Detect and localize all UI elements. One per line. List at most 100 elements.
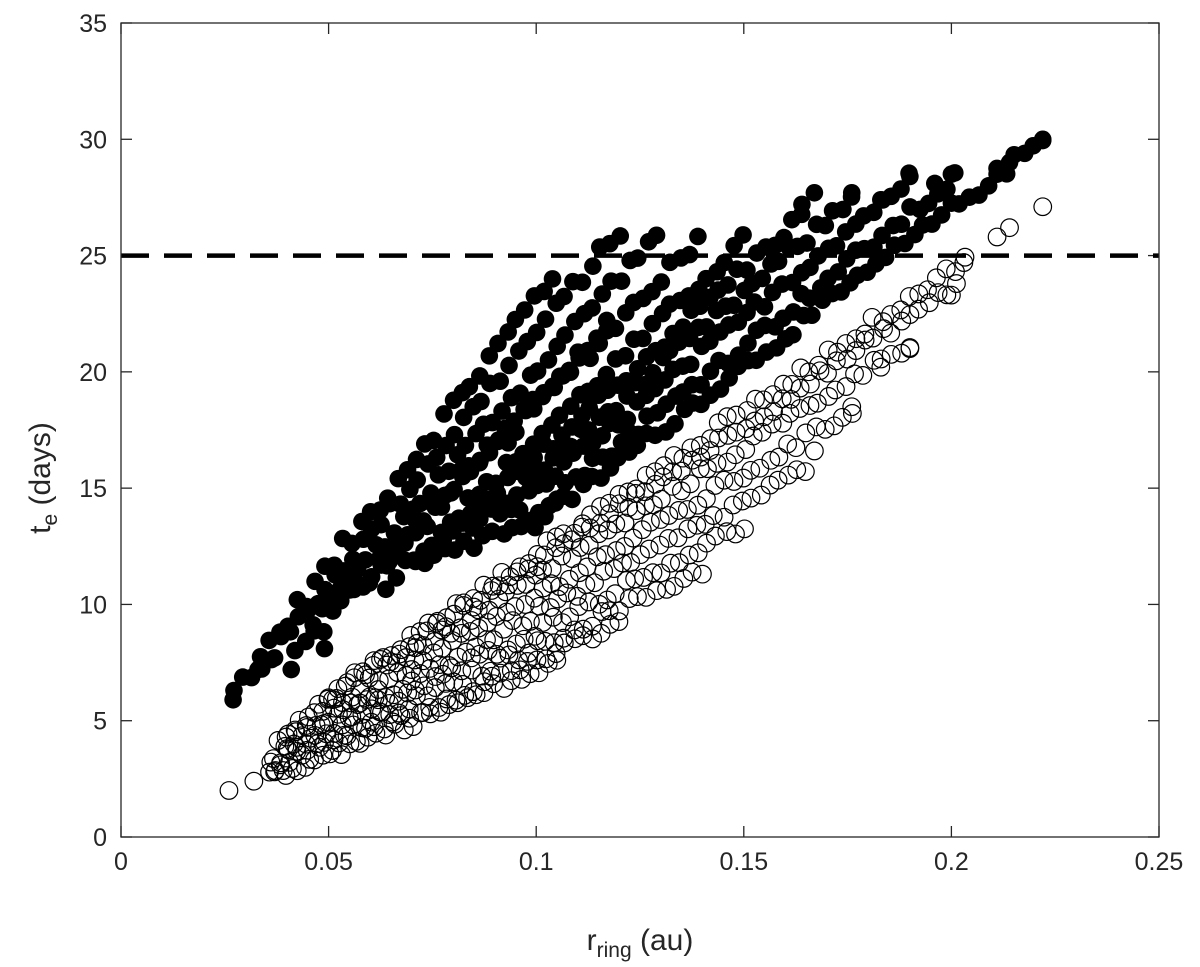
open-data-point: [873, 312, 893, 332]
open-data-point: [800, 396, 820, 415]
filled-data-point: [483, 413, 502, 432]
open-data-point: [326, 689, 346, 708]
y-axis-label-unit: (days): [24, 422, 57, 514]
filled-data-point: [408, 471, 426, 489]
open-data-point: [565, 523, 584, 543]
open-data-point: [681, 438, 701, 458]
y-axis-label-main: t: [24, 525, 57, 534]
open-data-point: [487, 644, 507, 664]
filled-data-point: [584, 257, 602, 275]
filled-data-point: [932, 206, 951, 224]
open-data-point: [705, 526, 725, 546]
open-data-point: [936, 259, 956, 279]
open-data-point: [541, 574, 561, 594]
filled-data-point: [689, 227, 707, 246]
filled-data-point: [834, 200, 852, 219]
filled-data-point: [942, 165, 961, 183]
open-data-point: [456, 642, 476, 662]
open-data-point: [781, 389, 801, 409]
open-data-point: [275, 736, 295, 756]
open-data-point: [472, 666, 492, 686]
filled-data-point: [666, 415, 684, 433]
x-tick-labels: 0 0.05 0.1 0.15 0.2 0.25: [114, 848, 1183, 876]
open-data-point: [735, 519, 754, 539]
open-data-point: [478, 640, 498, 660]
open-data-point: [658, 529, 678, 548]
open-data-point: [664, 576, 684, 596]
open-data-point: [538, 654, 558, 673]
filled-data-point: [249, 660, 267, 679]
open-data-point: [734, 468, 753, 488]
open-data-point: [782, 374, 802, 394]
filled-data-point: [543, 270, 562, 288]
open-data-point: [527, 545, 547, 564]
open-data-point: [453, 675, 473, 694]
open-data-point: [454, 593, 474, 613]
open-data-point: [643, 563, 663, 583]
open-data-point: [499, 575, 519, 595]
open-data-point: [577, 557, 597, 577]
open-data-point: [796, 423, 816, 443]
filled-data-point: [362, 568, 381, 586]
open-data-point: [481, 661, 500, 681]
filled-data-point: [901, 167, 919, 186]
open-data-point: [809, 355, 828, 375]
filled-data-point: [440, 462, 458, 481]
open-data-point: [636, 465, 656, 485]
open-data-point: [780, 403, 800, 423]
x-axis-label-unit: (au): [632, 924, 694, 957]
filled-data-point: [892, 180, 910, 198]
filled-data-point: [606, 319, 625, 338]
open-data-point: [333, 700, 353, 720]
open-data-point: [701, 429, 720, 449]
open-data-point: [333, 693, 352, 712]
open-data-point: [505, 597, 525, 616]
filled-data-point: [427, 448, 446, 467]
open-data-point: [442, 658, 462, 678]
open-data-point: [763, 385, 783, 405]
filled-data-point: [445, 480, 463, 499]
open-circle-series: [219, 197, 1053, 800]
open-data-point: [369, 690, 388, 710]
open-data-point: [669, 553, 689, 573]
filled-data-point: [489, 334, 507, 353]
y-tick-labels: 0 5 10 15 20 25 30 35: [79, 10, 107, 852]
open-data-point: [774, 374, 793, 394]
filled-data-point: [719, 276, 737, 294]
open-data-point: [881, 344, 901, 364]
x-tick-label: 0.25: [1135, 848, 1184, 876]
open-data-point: [400, 708, 420, 728]
open-data-point: [365, 688, 385, 708]
open-data-point: [714, 470, 734, 490]
y-tick-label: 15: [79, 475, 107, 503]
open-data-point: [804, 441, 824, 461]
filled-data-point: [842, 183, 861, 202]
open-data-point: [564, 620, 584, 640]
open-data-point: [717, 452, 737, 472]
filled-data-point: [829, 263, 848, 281]
filled-data-point: [652, 273, 671, 291]
open-data-point: [899, 287, 919, 306]
open-data-point: [815, 419, 835, 439]
open-data-point: [462, 660, 482, 680]
open-data-point: [696, 489, 716, 509]
filled-data-point: [445, 425, 464, 444]
open-data-point: [693, 564, 712, 584]
filled-data-point: [647, 226, 666, 245]
open-data-point: [510, 557, 530, 577]
open-data-point: [364, 651, 384, 671]
open-data-point: [745, 411, 765, 431]
open-data-point: [626, 479, 646, 499]
open-data-point: [345, 663, 365, 683]
open-data-point: [855, 324, 875, 344]
filled-data-point: [563, 490, 581, 509]
open-data-point: [448, 693, 468, 713]
open-data-point: [463, 682, 483, 702]
filled-data-point: [734, 226, 752, 244]
filled-data-point: [1000, 153, 1019, 172]
open-data-point: [462, 611, 481, 630]
filled-data-point: [798, 234, 816, 252]
open-data-point: [373, 648, 393, 667]
filled-data-point: [356, 551, 375, 569]
